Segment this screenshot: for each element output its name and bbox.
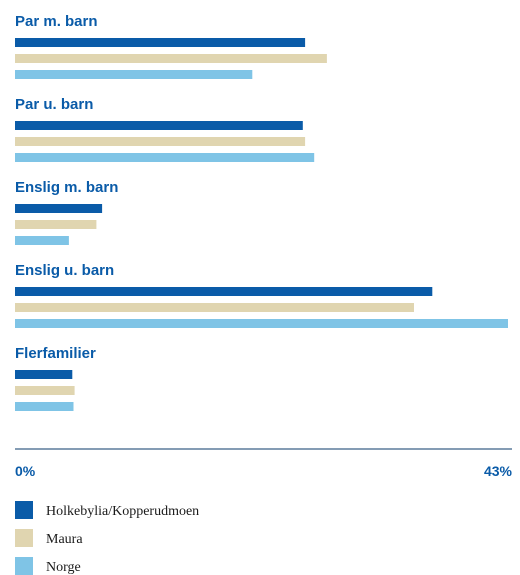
- legend: Holkebylia/Kopperudmoen Maura Norge: [15, 501, 199, 575]
- bar-0-2: [15, 204, 103, 213]
- bar-0-3: [15, 287, 433, 296]
- bar-2-4: [15, 402, 74, 411]
- bars-group: Par m. barn Par u. barn Enslig m. barn Ensl…: [15, 13, 508, 411]
- bar-1-3: [15, 303, 414, 312]
- legend-swatch: [15, 557, 33, 575]
- category-label: Enslig m. barn: [15, 179, 118, 196]
- category-label: Enslig u. barn: [15, 262, 114, 279]
- bar-1-2: [15, 220, 97, 229]
- legend-label: Holkebylia/Kopperudmoen: [46, 504, 199, 519]
- category-label: Par m. barn: [15, 13, 98, 30]
- tick-label-max: 43%: [484, 463, 513, 479]
- bar-1-4: [15, 386, 75, 395]
- bar-2-2: [15, 236, 69, 245]
- bar-0-0: [15, 38, 306, 47]
- legend-swatch: [15, 501, 33, 519]
- bar-2-1: [15, 153, 315, 162]
- bar-0-4: [15, 370, 73, 379]
- category-label: Par u. barn: [15, 96, 93, 113]
- bar-1-0: [15, 54, 327, 63]
- legend-swatch: [15, 529, 33, 547]
- bar-0-1: [15, 121, 303, 130]
- bar-2-0: [15, 70, 253, 79]
- tick-label-min: 0%: [15, 463, 36, 479]
- legend-label: Maura: [46, 532, 83, 547]
- legend-label: Norge: [46, 560, 81, 575]
- bar-1-1: [15, 137, 306, 146]
- bar-2-3: [15, 319, 508, 328]
- category-label: Flerfamilier: [15, 345, 96, 362]
